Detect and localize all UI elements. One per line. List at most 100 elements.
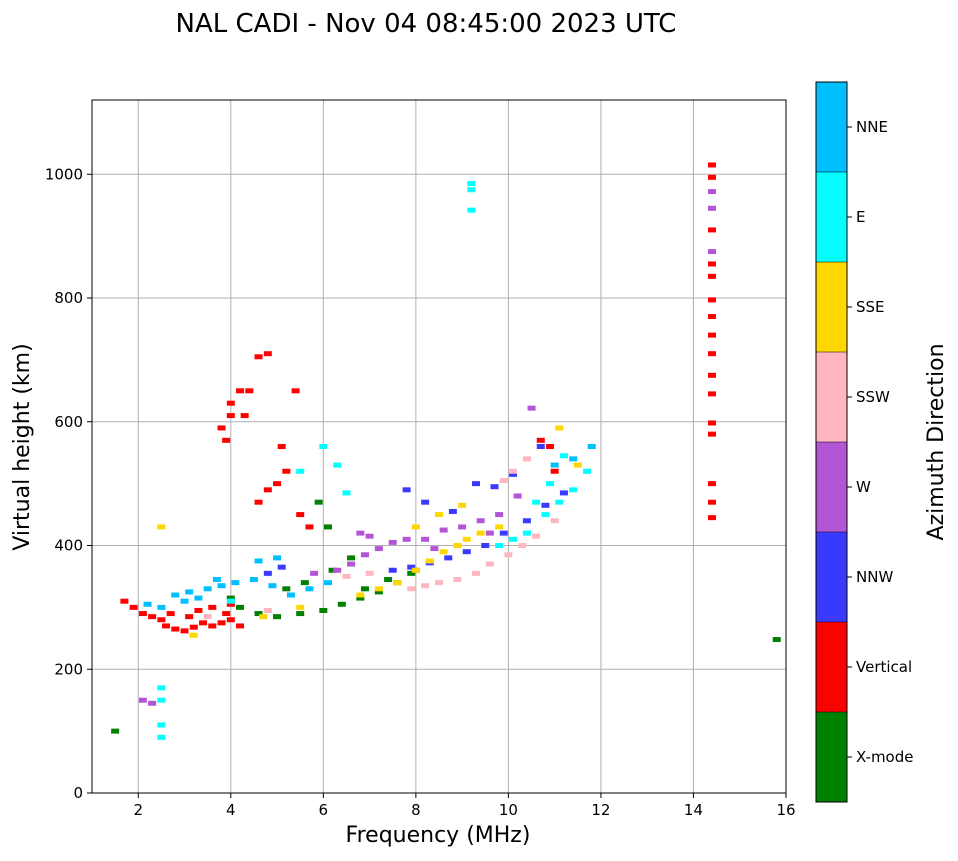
echo-point-vertical bbox=[291, 388, 300, 394]
echo-point-sse bbox=[356, 592, 365, 598]
echo-point-ssw bbox=[522, 456, 531, 462]
echo-point-nne bbox=[194, 595, 203, 601]
echo-point-w bbox=[388, 539, 397, 545]
echo-point-sse bbox=[476, 530, 485, 536]
echo-point-vertical bbox=[707, 162, 716, 168]
echo-point-vertical bbox=[236, 388, 245, 394]
echo-point-vertical bbox=[263, 487, 272, 493]
echo-point-w bbox=[527, 405, 536, 411]
echo-point-ssw bbox=[407, 586, 416, 592]
echo-point-vertical bbox=[217, 620, 226, 626]
echo-point-ssw bbox=[421, 583, 430, 589]
echo-point-vertical bbox=[707, 515, 716, 521]
echo-point-sse bbox=[374, 586, 383, 592]
x-axis-label: Frequency (MHz) bbox=[346, 823, 531, 848]
echo-point-w bbox=[347, 561, 356, 567]
echo-point-e bbox=[467, 187, 476, 193]
y-tick-label: 0 bbox=[73, 784, 83, 802]
echo-point-sse bbox=[573, 462, 582, 468]
echo-point-vertical bbox=[707, 314, 716, 320]
echo-point-nnw bbox=[448, 508, 457, 514]
echo-point-nnw bbox=[559, 490, 568, 496]
echo-point-vertical bbox=[171, 626, 180, 632]
echo-point-nnw bbox=[499, 530, 508, 536]
echo-point-x-mode bbox=[328, 567, 337, 573]
echo-point-vertical bbox=[707, 227, 716, 233]
data-marks bbox=[111, 162, 781, 740]
echo-point-e bbox=[319, 444, 328, 449]
echo-point-vertical bbox=[282, 468, 291, 474]
echo-point-w bbox=[356, 530, 365, 536]
echo-point-vertical bbox=[148, 614, 157, 620]
echo-point-vertical bbox=[273, 481, 282, 487]
echo-point-x-mode bbox=[772, 637, 781, 643]
echo-point-vertical bbox=[208, 623, 217, 629]
echo-point-x-mode bbox=[384, 577, 393, 583]
colorbar-tick-label: E bbox=[856, 208, 865, 226]
echo-point-ssw bbox=[504, 552, 513, 558]
echo-point-vertical bbox=[217, 425, 226, 431]
echo-point-w bbox=[148, 700, 157, 706]
plot-frame bbox=[91, 99, 787, 794]
echo-point-vertical bbox=[707, 372, 716, 378]
echo-point-vertical bbox=[226, 400, 235, 406]
echo-point-ssw bbox=[263, 607, 272, 613]
x-tick-label: 12 bbox=[591, 801, 610, 819]
colorbar-segment-x-mode bbox=[816, 712, 847, 802]
echo-point-x-mode bbox=[273, 614, 282, 620]
echo-point-nne bbox=[171, 592, 180, 598]
echo-point-w bbox=[333, 567, 342, 573]
colorbar-segment-w bbox=[816, 442, 847, 532]
echo-point-sse bbox=[393, 580, 402, 586]
echo-point-x-mode bbox=[296, 611, 305, 617]
echo-point-ssw bbox=[532, 533, 541, 539]
echo-point-e bbox=[546, 481, 555, 487]
echo-point-e bbox=[157, 722, 166, 728]
echo-point-vertical bbox=[222, 611, 231, 617]
y-axis-ticks: 0 200 400 600 800 1000 bbox=[45, 165, 92, 802]
echo-point-x-mode bbox=[319, 607, 328, 613]
echo-point-sse bbox=[157, 524, 166, 530]
echo-point-nnw bbox=[263, 570, 272, 576]
echo-point-ssw bbox=[472, 570, 481, 576]
echo-point-w bbox=[138, 697, 147, 703]
y-tick-label: 800 bbox=[54, 289, 83, 307]
echo-point-nnw bbox=[472, 481, 481, 487]
echo-point-x-mode bbox=[254, 611, 263, 617]
echo-point-nnw bbox=[388, 567, 397, 573]
echo-point-w bbox=[430, 546, 439, 552]
echo-point-w bbox=[360, 552, 369, 558]
y-axis-label: Virtual height (km) bbox=[10, 343, 35, 550]
colorbar-tick-label: NNE bbox=[856, 118, 888, 136]
echo-point-nne bbox=[550, 462, 559, 468]
colorbar-tick-label: SSW bbox=[856, 388, 890, 406]
echo-point-vertical bbox=[254, 354, 263, 360]
echo-point-e bbox=[157, 697, 166, 703]
echo-point-ssw bbox=[518, 543, 527, 548]
echo-point-vertical bbox=[245, 388, 254, 394]
colorbar-tick-label: Vertical bbox=[856, 658, 912, 676]
echo-point-vertical bbox=[180, 628, 189, 634]
echo-point-nnw bbox=[541, 502, 550, 508]
echo-point-nne bbox=[143, 601, 152, 607]
echo-point-sse bbox=[495, 524, 504, 530]
echo-point-vertical bbox=[189, 624, 198, 630]
echo-point-x-mode bbox=[407, 570, 416, 576]
echo-point-x-mode bbox=[314, 499, 323, 505]
echo-point-vertical bbox=[536, 437, 545, 443]
echo-point-vertical bbox=[222, 437, 231, 443]
echo-point-sse bbox=[435, 512, 443, 518]
echo-point-nne bbox=[203, 586, 212, 592]
echo-point-nnw bbox=[462, 549, 471, 555]
colorbar-segment-nne bbox=[816, 82, 847, 172]
echo-point-e bbox=[559, 453, 568, 459]
colorbar-segment-sse bbox=[816, 262, 847, 352]
echo-point-vertical bbox=[546, 444, 555, 449]
echo-point-vertical bbox=[707, 420, 716, 426]
echo-point-w bbox=[485, 530, 494, 536]
echo-point-nnw bbox=[421, 499, 430, 505]
echo-point-sse bbox=[259, 614, 268, 620]
echo-point-sse bbox=[425, 558, 434, 564]
